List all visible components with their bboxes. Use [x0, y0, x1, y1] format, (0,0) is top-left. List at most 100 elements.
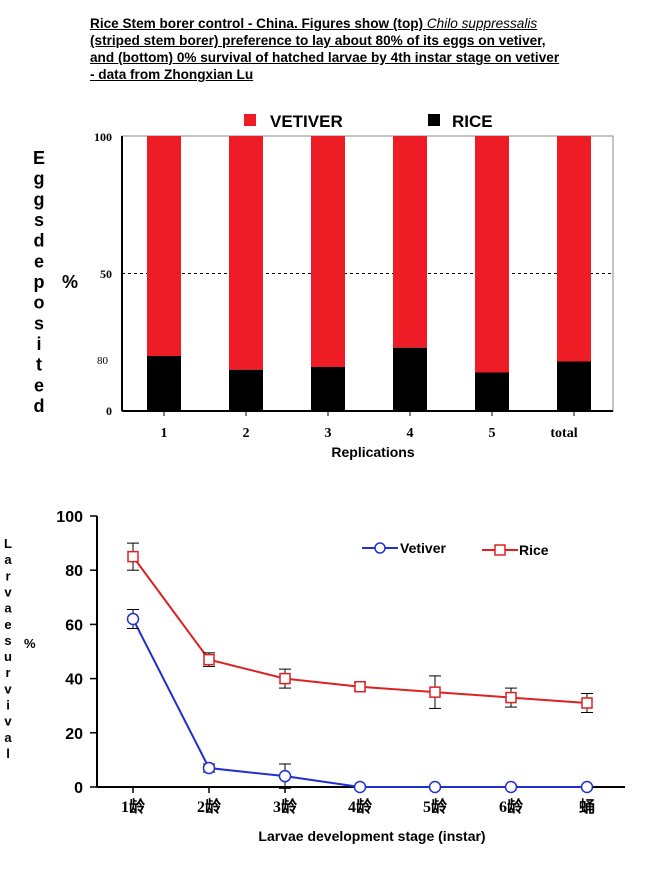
bar-vetiver-2	[229, 136, 263, 370]
bottom-x-axis-title: Larvae development stage (instar)	[258, 828, 485, 844]
legend-marker-vetiver	[374, 542, 386, 554]
bottom-x-ticks: 1龄 2龄 3龄 4龄 5龄 6龄 蛹	[121, 787, 595, 816]
top-xtick-label-4: 4	[407, 426, 414, 441]
top-ylabel-letter: i	[36, 334, 41, 354]
bar-rice-4	[393, 347, 427, 411]
top-ylabel-letter: g	[34, 189, 45, 209]
bar-vetiver-total	[557, 136, 591, 362]
top-ylabel-letter: g	[34, 169, 45, 189]
bar-vetiver-4	[393, 136, 427, 348]
top-ylabel-letter: e	[34, 375, 44, 395]
top-ylabel-letter: E	[33, 148, 45, 168]
caption-species-name: Chilo suppressalis	[426, 16, 538, 31]
bottom-ylabel-letter: v	[4, 584, 12, 599]
top-y-axis-unit: %	[62, 272, 78, 292]
top-x-axis-title: Replications	[331, 444, 414, 460]
bottom-ylabel-letter: u	[4, 649, 12, 664]
legend-swatch-rice	[428, 114, 440, 126]
bar-vetiver-5	[475, 136, 509, 373]
bottom-ylabel-letter: s	[4, 633, 11, 648]
caption-line-1: Rice Stem borer control - China. Figures…	[90, 15, 650, 32]
bottom-y-ticks: 0 20 40 60 80 100	[56, 509, 97, 797]
bar-rice-1	[147, 356, 181, 411]
bottom-legend: Vetiver Rice	[362, 540, 549, 558]
point-rice-4	[354, 680, 366, 693]
point-rice-6	[505, 691, 517, 704]
bottom-ytick-label-100: 100	[56, 509, 83, 526]
caption-line-2: (striped stem borer) preference to lay a…	[90, 33, 546, 48]
top-ylabel-letter: e	[34, 251, 44, 271]
top-xtick-label-1: 1	[161, 426, 168, 441]
top-ytick-100: 100	[94, 130, 112, 144]
bottom-ylabel-letter: v	[4, 714, 12, 729]
bottom-xtick-label-7: 蛹	[579, 797, 595, 816]
bottom-xtick-label-4: 4龄	[348, 797, 373, 816]
bar-rice-2	[229, 369, 263, 411]
point-vetiver-2	[202, 761, 216, 775]
bottom-ylabel-letter: e	[4, 617, 11, 632]
top-ylabel-letter: s	[34, 210, 44, 230]
bottom-ylabel-letter: a	[4, 601, 12, 616]
bottom-ytick-label-20: 20	[65, 726, 83, 743]
top-ylabel-letter: p	[34, 272, 45, 292]
top-xtick-label-total: total	[550, 426, 577, 441]
bottom-ytick-label-0: 0	[74, 780, 83, 797]
bottom-y-axis-unit: %	[24, 636, 36, 651]
top-ytick-0: 0	[106, 404, 112, 418]
legend-swatch-vetiver	[244, 114, 256, 126]
bottom-ylabel-letter: L	[4, 536, 12, 551]
bottom-ytick-label-60: 60	[65, 617, 83, 634]
bottom-xtick-label-1: 1龄	[121, 797, 146, 816]
bottom-xtick-label-3: 3龄	[273, 797, 298, 816]
top-ylabel-letter: d	[34, 396, 45, 416]
legend-marker-rice	[494, 544, 506, 556]
top-legend: VETIVER RICE	[244, 112, 493, 131]
bottom-ytick-label-40: 40	[65, 672, 83, 689]
legend-label-vetiver-line: Vetiver	[400, 540, 446, 556]
bottom-ylabel-letter: v	[4, 681, 12, 696]
point-vetiver-6	[504, 780, 518, 794]
point-vetiver-3	[278, 769, 292, 783]
bottom-ylabel-letter: l	[6, 746, 10, 761]
bottom-xtick-label-5: 5龄	[423, 797, 448, 816]
legend-label-rice: RICE	[452, 112, 493, 131]
point-vetiver-4	[353, 780, 367, 794]
bar-vetiver-3	[311, 136, 345, 367]
point-vetiver-5	[428, 780, 442, 794]
bar-rice-5	[475, 372, 509, 411]
top-ylabel-letter: o	[34, 293, 45, 313]
top-ytick-50: 50	[100, 267, 112, 281]
bottom-ylabel-letter: a	[4, 552, 12, 567]
bar-rice-3	[311, 367, 345, 411]
top-ylabel-letter: t	[36, 355, 42, 375]
legend-label-rice-line: Rice	[519, 542, 549, 558]
point-vetiver-1	[126, 612, 140, 626]
bar-rice-total	[557, 361, 591, 411]
figure-caption: Rice Stem borer control - China. Figures…	[90, 15, 650, 83]
point-rice-5	[429, 686, 441, 698]
point-rice-3	[279, 672, 291, 685]
top-bars-group	[147, 136, 591, 411]
bottom-ylabel-letter: r	[5, 568, 10, 583]
top-xtick-label-3: 3	[325, 426, 332, 441]
bottom-series-group	[126, 542, 594, 794]
point-rice-1	[127, 550, 139, 563]
series-line-vetiver	[132, 618, 587, 788]
bottom-xtick-label-6: 6龄	[499, 797, 524, 816]
top-ylabel-letter: s	[34, 313, 44, 333]
top-xtick-label-2: 2	[243, 426, 250, 441]
point-rice-7	[581, 697, 593, 709]
bottom-ytick-label-80: 80	[65, 563, 83, 580]
top-ylabel-letter: d	[34, 231, 45, 251]
bottom-ylabel-letter: a	[4, 730, 12, 745]
caption-line-4: - data from Zhongxian Lu	[90, 67, 254, 82]
legend-label-vetiver: VETIVER	[270, 112, 343, 131]
bottom-ylabel-letter: r	[5, 665, 10, 680]
bottom-ylabel-letter: i	[6, 698, 10, 713]
point-rice-2	[203, 653, 215, 666]
top-ytick-80: 80	[97, 355, 109, 367]
point-vetiver-7	[580, 780, 594, 794]
